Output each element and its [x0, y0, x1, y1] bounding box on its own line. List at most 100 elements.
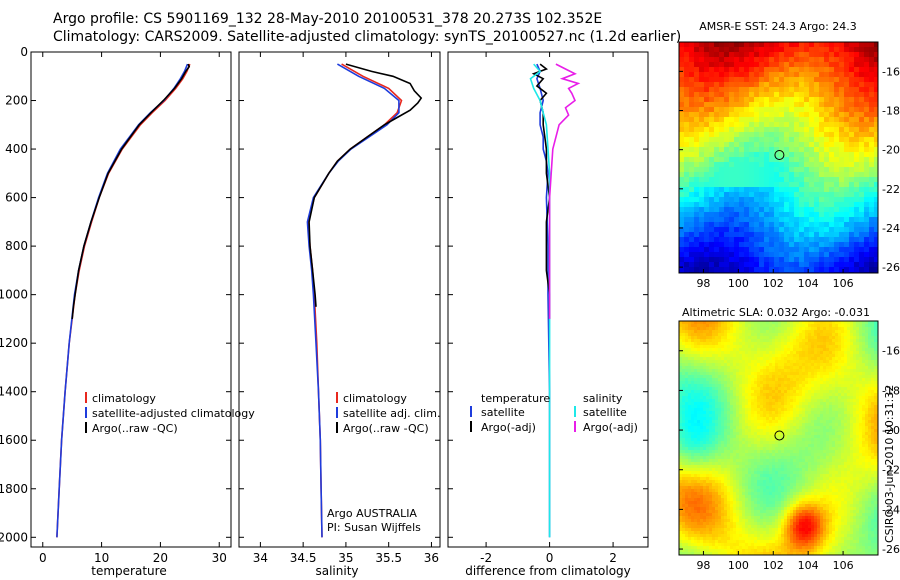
map-cell	[814, 47, 820, 53]
map-cell	[751, 393, 755, 397]
map-cell	[832, 423, 836, 427]
map-cell	[781, 447, 785, 451]
map-cell	[868, 405, 872, 409]
map-cell	[834, 197, 840, 203]
map-cell	[839, 67, 845, 73]
map-cell	[772, 330, 776, 334]
map-cell	[835, 387, 839, 391]
map-cell	[721, 321, 725, 325]
map-cell	[784, 426, 788, 430]
map-cell	[734, 187, 740, 193]
map-cell	[871, 423, 875, 427]
map-cell	[824, 252, 830, 258]
map-cell	[764, 157, 770, 163]
map-cell	[790, 411, 794, 415]
map-cell	[809, 147, 815, 153]
map-cell	[789, 242, 795, 248]
map-cell	[859, 252, 865, 258]
map-cell	[874, 82, 878, 88]
map-cell	[704, 222, 710, 228]
map-cell	[826, 381, 830, 385]
map-cell	[712, 414, 716, 418]
map-cell	[838, 375, 842, 379]
map-cell	[748, 447, 752, 451]
map-cell	[781, 405, 785, 409]
map-cell	[779, 42, 785, 48]
map-cell	[688, 336, 692, 340]
map-cell	[808, 411, 812, 415]
map-cell	[715, 363, 719, 367]
map-cell	[748, 408, 752, 412]
map-cell	[679, 387, 683, 391]
map-cell	[757, 429, 761, 433]
map-cell	[864, 217, 870, 223]
map-cell	[829, 447, 833, 451]
map-cell	[727, 399, 731, 403]
map-cell	[679, 345, 683, 349]
map-cell	[799, 402, 803, 406]
map-cell	[778, 372, 782, 376]
map-cell	[703, 390, 707, 394]
map-cell	[805, 339, 809, 343]
map-cell	[739, 152, 745, 158]
temperature-legend: climatology satellite-adjusted climatolo…	[85, 392, 255, 435]
map-cell	[819, 42, 825, 48]
map-cell	[781, 423, 785, 427]
map-cell	[849, 117, 855, 123]
map-cell	[772, 372, 776, 376]
map-cell	[829, 426, 833, 430]
map-cell	[865, 432, 869, 436]
map-cell	[874, 217, 878, 223]
map-cell	[789, 262, 795, 268]
map-cell	[854, 222, 860, 228]
map-cell	[871, 408, 875, 412]
map-cell	[729, 97, 735, 103]
map-cell	[769, 192, 775, 198]
map-cell	[700, 411, 704, 415]
map-cell	[789, 147, 795, 153]
series-satellite-adjusted-climatology	[56, 63, 189, 538]
map-cell	[794, 47, 800, 53]
map-cell	[733, 429, 737, 433]
map-cell	[778, 411, 782, 415]
map-cell	[736, 375, 740, 379]
map-cell	[824, 157, 830, 163]
map-cell	[721, 357, 725, 361]
map-cell	[794, 107, 800, 113]
map-cell	[729, 242, 735, 248]
map-cell	[826, 333, 830, 337]
map-cell	[759, 77, 765, 83]
map-cell	[799, 396, 803, 400]
map-cell	[714, 122, 720, 128]
map-cell	[814, 192, 820, 198]
map-cell	[804, 157, 810, 163]
map-cell	[868, 339, 872, 343]
map-cell	[826, 435, 830, 439]
map-cell	[754, 247, 760, 253]
map-cell	[697, 357, 701, 361]
map-cell	[799, 426, 803, 430]
map-cell	[700, 402, 704, 406]
map-cell	[712, 441, 716, 445]
map-cell	[703, 333, 707, 337]
map-cell	[824, 97, 830, 103]
map-cell	[778, 354, 782, 358]
map-cell	[719, 177, 725, 183]
map-cell	[772, 384, 776, 388]
map-cell	[714, 87, 720, 93]
map-cell	[706, 429, 710, 433]
map-cell	[874, 177, 878, 183]
map-cell	[684, 102, 690, 108]
map-cell	[712, 408, 716, 412]
map-cell	[718, 441, 722, 445]
map-cell	[714, 232, 720, 238]
map-cell	[724, 252, 730, 258]
map-cell	[744, 252, 750, 258]
map-cell	[781, 429, 785, 433]
map-cell	[682, 357, 686, 361]
map-cell	[712, 339, 716, 343]
map-cell	[775, 429, 779, 433]
map-cell	[719, 192, 725, 198]
map-cell	[719, 187, 725, 193]
map-cell	[817, 336, 821, 340]
